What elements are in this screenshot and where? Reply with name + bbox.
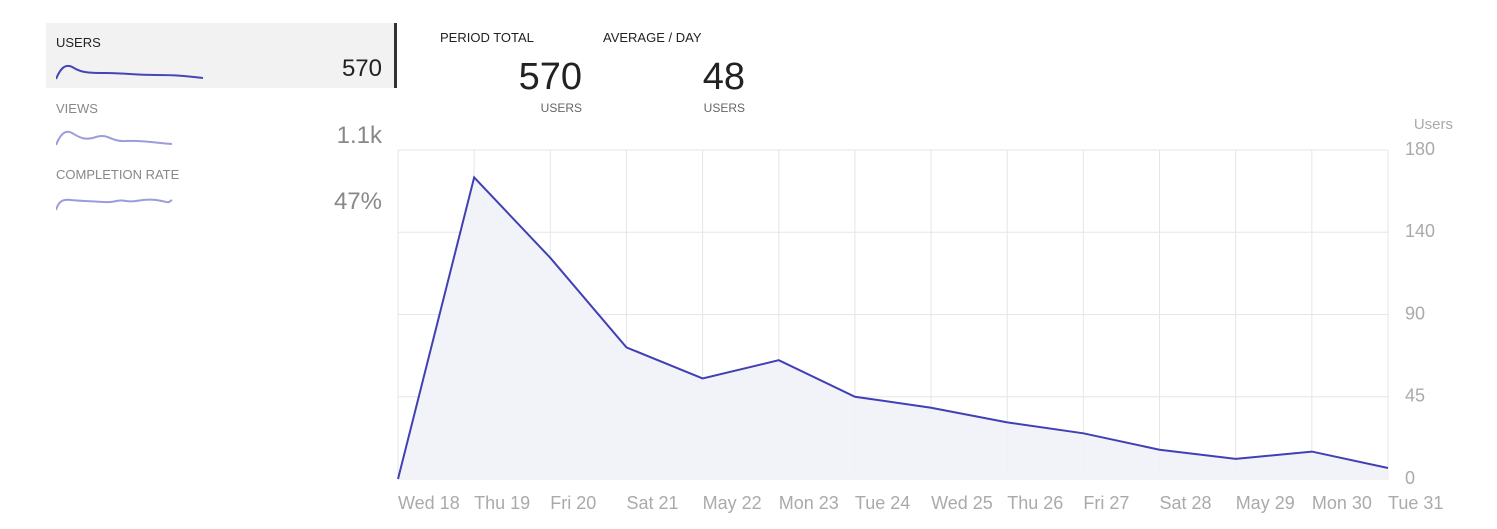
x-tick-label: May 22 <box>703 493 762 513</box>
x-tick-label: Sat 28 <box>1160 493 1212 513</box>
summary-value: 48 <box>702 56 745 98</box>
y-tick-label: 45 <box>1405 386 1425 406</box>
metric-label: USERS <box>56 35 101 50</box>
x-tick-label: Wed 25 <box>931 493 993 513</box>
y-tick-label: 0 <box>1405 468 1415 488</box>
metric-label: COMPLETION RATE <box>56 167 180 182</box>
summary-label: AVERAGE / DAY <box>603 30 702 45</box>
x-tick-label: Mon 30 <box>1312 493 1372 513</box>
y-tick-label: 180 <box>1405 139 1435 159</box>
y-axis-label: Users <box>1414 116 1453 133</box>
metric-value: 1.1k <box>336 122 382 149</box>
area <box>398 177 1388 479</box>
y-tick-label: 90 <box>1405 303 1425 323</box>
summary-unit: USERS <box>540 101 582 115</box>
sparkline <box>56 130 173 146</box>
metric-row[interactable]: COMPLETION RATE 47% <box>46 156 394 221</box>
x-tick-label: Mon 23 <box>779 493 839 513</box>
x-tick-label: Fri 20 <box>550 493 596 513</box>
x-tick-label: Wed 18 <box>398 493 460 513</box>
x-tick-label: Thu 19 <box>474 493 530 513</box>
x-tick-label: May 29 <box>1236 493 1295 513</box>
x-tick-label: Sat 21 <box>626 493 678 513</box>
x-tick-label: Fri 27 <box>1083 493 1129 513</box>
sparkline <box>56 198 173 211</box>
summary-label: PERIOD TOTAL <box>440 30 534 45</box>
x-tick-label: Thu 26 <box>1007 493 1063 513</box>
sparkline <box>56 64 204 80</box>
x-tick-label: Tue 31 <box>1388 493 1443 513</box>
y-tick-label: 140 <box>1405 221 1435 241</box>
metric-label: VIEWS <box>56 101 98 116</box>
metric-row[interactable]: VIEWS 1.1k <box>46 90 394 155</box>
metric-row[interactable]: USERS 570 <box>46 23 397 88</box>
metric-value: 47% <box>333 188 382 215</box>
summary-value: 570 <box>518 56 582 98</box>
summary-unit: USERS <box>703 101 745 115</box>
line <box>397 175 1389 480</box>
metric-value: 570 <box>341 55 382 82</box>
x-tick-label: Tue 24 <box>855 493 910 513</box>
